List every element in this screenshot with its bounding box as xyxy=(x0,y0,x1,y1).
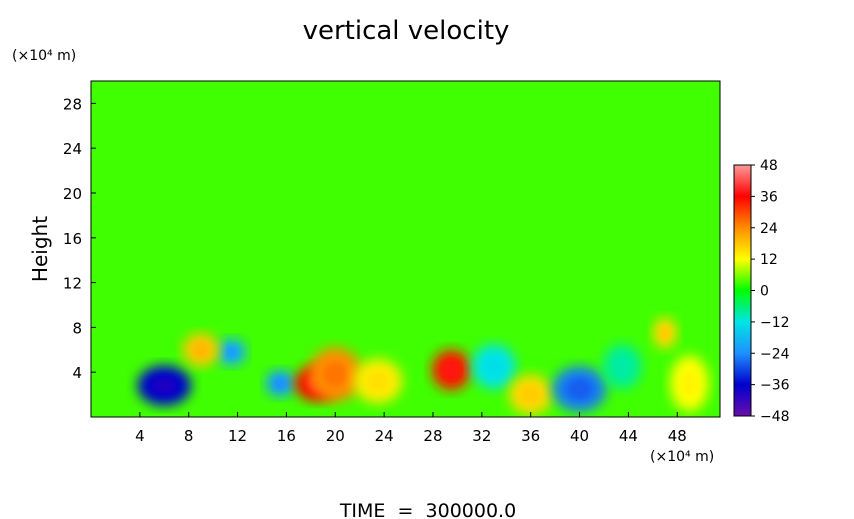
field-cell-core xyxy=(680,370,699,396)
x-tick-label: 8 xyxy=(184,427,194,445)
colorbar-tick-label: −48 xyxy=(760,409,790,425)
time-label: TIME = 300000.0 xyxy=(339,500,516,519)
field-cell-core xyxy=(152,376,177,395)
colorbar-tick-label: −24 xyxy=(760,346,790,362)
y-axis-title: Height xyxy=(28,216,52,282)
heatmap-plot-area xyxy=(90,80,721,418)
y-tick-label: 4 xyxy=(72,364,82,382)
field-cell-core xyxy=(224,345,239,359)
colorbar: 48 36 24 12 0 −12 −24 −36 −48 xyxy=(733,158,790,425)
x-tick-label: 48 xyxy=(668,427,687,445)
colorbar-tick-label: 0 xyxy=(760,284,769,300)
x-tick-label: 40 xyxy=(570,427,589,445)
chart-title: vertical velocity xyxy=(303,16,510,46)
field-cell-core xyxy=(192,342,210,358)
x-tick-label: 36 xyxy=(521,427,540,445)
colorbar-tick-label: 48 xyxy=(760,158,778,174)
colorbar-strip xyxy=(733,164,752,417)
field-cell-core xyxy=(567,378,592,400)
field-cell-core xyxy=(367,371,390,392)
y-tick-label: 24 xyxy=(63,140,82,158)
y-tick-label: 16 xyxy=(63,230,82,248)
y-axis: 4 8 12 16 20 24 28 xyxy=(63,95,96,382)
field-cell-core xyxy=(273,377,287,390)
field-cell-core xyxy=(323,362,348,387)
x-unit-label: (×10⁴ m) xyxy=(650,449,714,465)
x-tick-label: 4 xyxy=(135,427,145,445)
y-unit-label: (×10⁴ m) xyxy=(12,48,76,64)
field-cell-core xyxy=(484,356,504,377)
field-cell-core xyxy=(659,325,671,341)
colorbar-tick-label: 24 xyxy=(760,221,778,237)
x-tick-label: 32 xyxy=(472,427,491,445)
plot-frame xyxy=(90,80,721,418)
x-tick-label: 12 xyxy=(228,427,247,445)
y-tick-label: 8 xyxy=(72,319,82,337)
colorbar-tick-label: −36 xyxy=(760,378,790,394)
field-cell-core xyxy=(520,385,541,404)
colorbar-tick-label: 12 xyxy=(760,252,778,268)
field-cell-core xyxy=(442,360,461,380)
colorbar-tick-label: 36 xyxy=(760,189,778,205)
x-tick-label: 24 xyxy=(375,427,394,445)
y-tick-label: 20 xyxy=(63,185,82,203)
x-tick-label: 44 xyxy=(619,427,638,445)
y-tick-label: 12 xyxy=(63,275,82,293)
x-tick-label: 16 xyxy=(277,427,296,445)
colorbar-tick-label: −12 xyxy=(760,315,790,331)
x-axis: 4 8 12 16 20 24 28 32 36 40 44 48 xyxy=(135,412,687,445)
x-tick-label: 28 xyxy=(423,427,442,445)
y-tick-label: 28 xyxy=(63,95,82,113)
x-tick-label: 20 xyxy=(326,427,345,445)
field-cell-core xyxy=(613,356,632,377)
